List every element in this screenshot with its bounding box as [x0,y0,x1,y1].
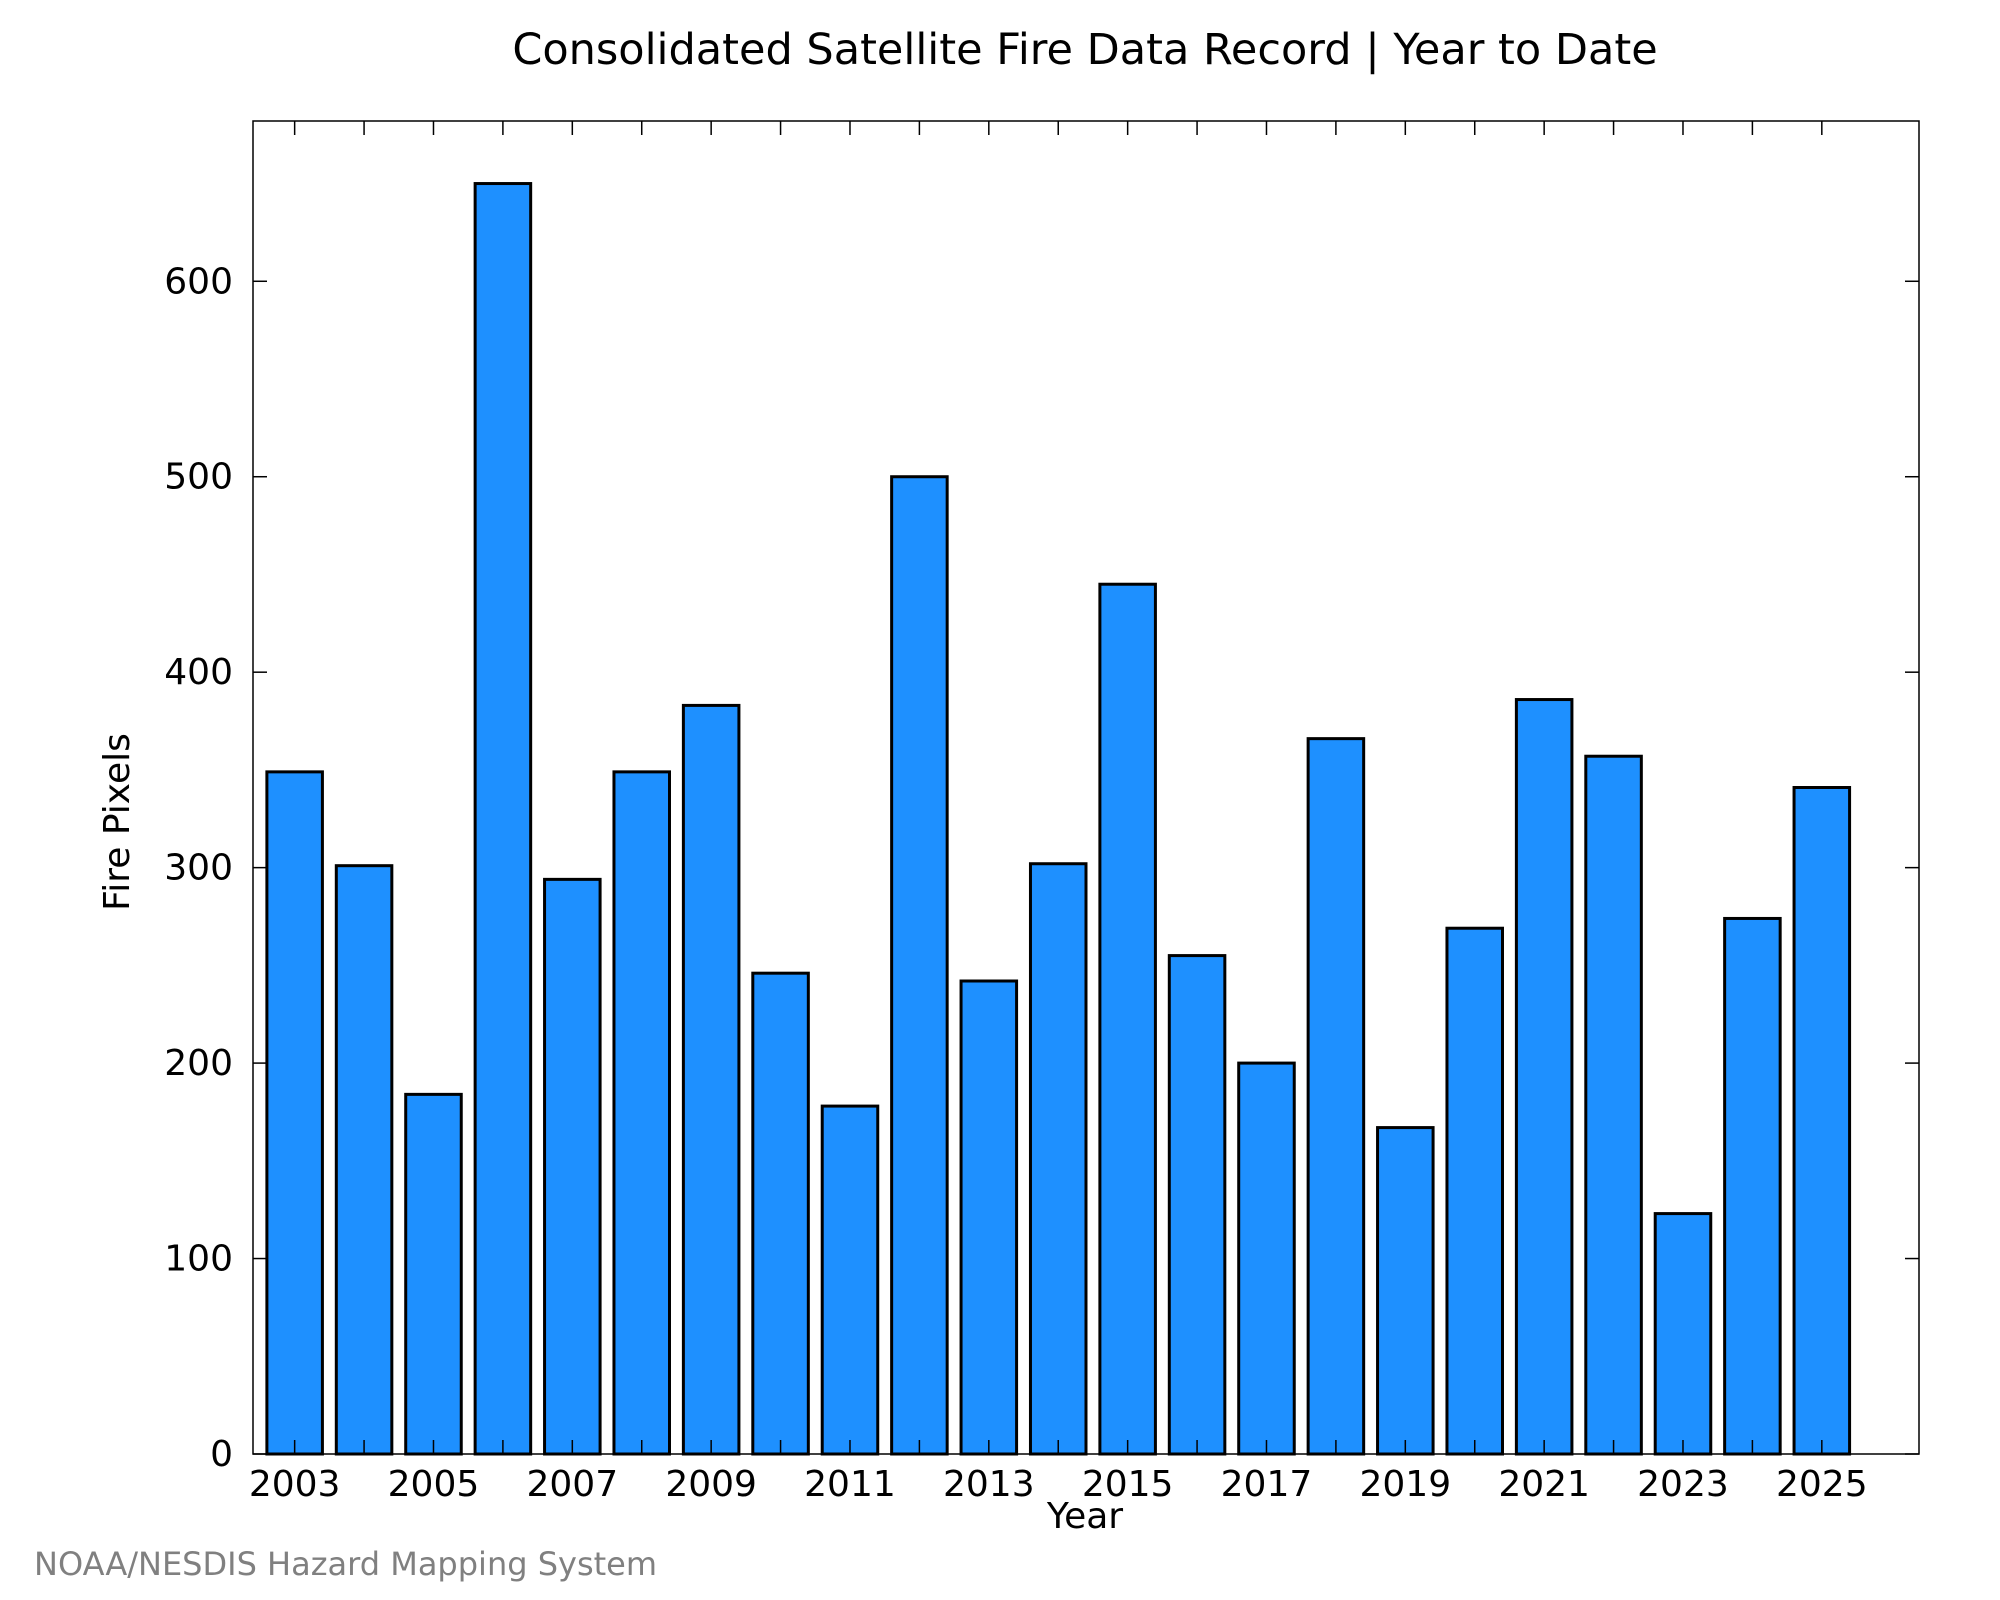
bars-group [265,182,1852,1456]
plot-frame [252,120,1920,1455]
bar-2019 [1376,1126,1435,1456]
bar-2022 [1584,754,1643,1456]
bar-2004 [334,864,394,1456]
y-tick-label-100: 100 [164,1239,233,1280]
bar-2005 [404,1092,463,1456]
x-tick-label-2025: 2025 [1776,1464,1868,1505]
x-tick-label-2007: 2007 [527,1464,619,1505]
bar-2017 [1237,1061,1296,1456]
x-tick-label-2009: 2009 [665,1464,757,1505]
bar-2003 [265,770,324,1456]
x-tick-label-2003: 2003 [249,1464,341,1505]
x-tick-label-2005: 2005 [388,1464,480,1505]
y-tick-label-200: 200 [164,1043,233,1084]
bar-2012 [890,475,949,1456]
chart-title: Consolidated Satellite Fire Data Record … [512,25,1657,75]
bar-2014 [1028,862,1088,1456]
bar-2007 [543,877,602,1456]
bar-2020 [1445,926,1505,1456]
x-tick-label-2019: 2019 [1360,1464,1452,1505]
bar-2011 [820,1104,880,1456]
bar-2018 [1306,737,1366,1456]
y-tick-label-300: 300 [164,848,233,889]
bar-2025 [1792,786,1852,1456]
bar-2021 [1514,698,1574,1456]
ticks-group [253,121,1919,1455]
y-tick-label-400: 400 [164,652,233,693]
bar-2016 [1167,954,1227,1456]
bar-2010 [751,971,810,1456]
x-axis-label: Year [1046,1496,1123,1537]
bar-2013 [959,979,1019,1456]
x-tick-label-2011: 2011 [804,1464,896,1505]
x-tick-label-2023: 2023 [1637,1464,1729,1505]
x-tick-label-2015: 2015 [1082,1464,1174,1505]
y-axis-label: Fire Pixels [97,733,138,911]
bar-2015 [1098,582,1157,1456]
y-tick-label-500: 500 [164,457,233,498]
x-tick-label-2017: 2017 [1221,1464,1313,1505]
x-tick-label-2021: 2021 [1498,1464,1590,1505]
bar-2008 [612,770,672,1456]
tick-labels-group: 2003 2005 2007 2009 2011 2013 2015 2017 2019 2021… [164,261,1867,1505]
bar-2024 [1723,916,1782,1456]
x-tick-label-2013: 2013 [943,1464,1035,1505]
bar-2023 [1653,1212,1713,1456]
y-tick-label-0: 0 [210,1434,233,1475]
credit-text: NOAA/NESDIS Hazard Mapping System [34,1545,657,1583]
y-tick-label-600: 600 [164,261,233,302]
bar-2009 [681,703,741,1456]
bar-2006 [473,182,533,1456]
